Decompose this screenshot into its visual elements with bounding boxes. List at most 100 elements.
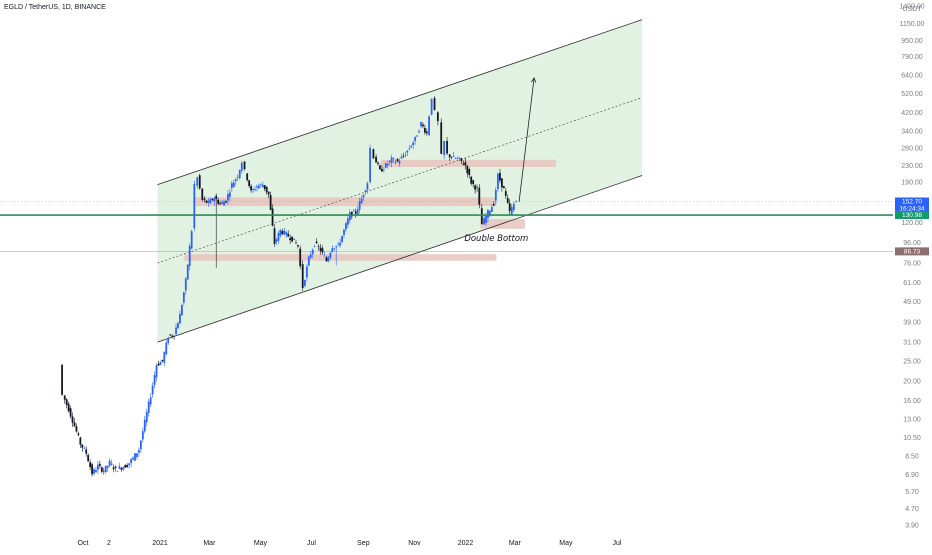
candle-body	[478, 187, 481, 205]
annotation-double-bottom: Double Bottom	[464, 234, 528, 244]
candle-body	[327, 257, 330, 262]
y-tick-label: 120.00	[901, 220, 923, 227]
y-tick-label: 950.00	[901, 38, 923, 45]
candle-body	[63, 395, 66, 400]
candle-body	[416, 135, 418, 137]
candle-body	[362, 194, 365, 198]
candle-body	[408, 148, 411, 150]
candle-body	[356, 209, 359, 215]
candle-body	[114, 466, 117, 468]
x-tick-label: 2021	[152, 540, 168, 547]
candle-body	[492, 204, 495, 206]
candle-body	[506, 197, 509, 203]
y-tick-label: 420.00	[901, 110, 923, 117]
candle-body	[323, 255, 326, 257]
candle-body	[246, 173, 249, 181]
candle-body	[179, 314, 181, 324]
support-price-tag	[895, 211, 929, 220]
candle-body	[307, 256, 310, 266]
candle-body	[136, 453, 138, 457]
projection-arrow-head	[531, 77, 537, 83]
candle-body	[321, 248, 324, 253]
candle-body	[366, 183, 369, 190]
support-price-tag-text: 130.98	[902, 212, 922, 219]
candle-body	[360, 198, 363, 204]
candle-body	[221, 202, 223, 204]
candle-body	[329, 252, 332, 258]
candle-body	[143, 419, 146, 432]
candle-body	[436, 112, 439, 122]
candle-body	[85, 449, 88, 454]
x-tick-label: 2	[107, 540, 111, 547]
y-tick-label: 76.00	[903, 261, 921, 268]
candle-body	[283, 230, 286, 235]
symbol-title: EGLD / TetherUS, 1D, BINANCE	[4, 4, 106, 11]
x-tick-label: May	[559, 540, 573, 547]
candle-body	[345, 223, 347, 230]
candle-body	[382, 169, 385, 171]
candle-body	[423, 127, 426, 133]
y-tick-label: 520.00	[901, 91, 923, 98]
candle-body	[87, 455, 90, 462]
candle-body	[402, 156, 405, 157]
candle-body	[388, 160, 391, 162]
candle-body	[69, 408, 72, 417]
candle-body	[499, 172, 501, 181]
candle-body	[381, 168, 383, 172]
candle-body	[196, 177, 199, 186]
candle-body	[489, 210, 491, 215]
candle-body	[248, 180, 251, 187]
candle-body	[149, 397, 152, 405]
candle-body	[379, 165, 381, 170]
candle-body	[474, 185, 477, 190]
channel-lower-line	[157, 175, 643, 343]
candle-body	[273, 228, 276, 244]
candle-body	[452, 155, 455, 157]
candle-body	[134, 453, 136, 461]
candle-body	[275, 239, 278, 242]
candle-body	[171, 335, 174, 337]
x-tick-label: 2022	[458, 540, 474, 547]
candle-body	[252, 189, 254, 190]
candle-body	[106, 465, 109, 468]
x-tick-label: Mar	[509, 540, 522, 547]
candle-body	[258, 185, 260, 189]
candle-body	[198, 175, 201, 189]
candle-body	[190, 231, 193, 249]
candle-body	[392, 158, 395, 159]
candle-body	[157, 363, 160, 366]
candle-body	[483, 218, 485, 225]
candle-body	[159, 362, 162, 366]
candle-body	[263, 185, 266, 190]
candle-body	[138, 449, 140, 453]
candle-body	[230, 183, 233, 188]
candle-body	[151, 385, 154, 395]
y-tick-label: 1150.00	[900, 21, 925, 28]
candle-body	[236, 177, 239, 179]
candle-body	[384, 163, 387, 168]
candle-body	[97, 464, 99, 470]
candle-body	[219, 203, 222, 205]
candle-body	[232, 182, 235, 188]
candle-body	[311, 249, 314, 255]
y-tick-label: 5.70	[905, 489, 919, 496]
candle-body	[354, 211, 357, 214]
x-tick-label: Jul	[613, 540, 622, 547]
candle-body	[369, 147, 371, 182]
candle-body	[100, 467, 103, 472]
y-tick-label: 640.00	[901, 73, 923, 80]
candle-body	[364, 190, 367, 193]
x-tick-label: Nov	[408, 540, 421, 547]
candle-body	[497, 173, 499, 190]
low-level-tag-text: 86.73	[904, 248, 921, 255]
x-tick-label: Mar	[203, 540, 216, 547]
y-tick-label: 25.00	[903, 359, 921, 366]
y-tick-label: 49.00	[903, 299, 921, 306]
candle-body	[309, 254, 312, 258]
candle-body	[79, 437, 82, 445]
candle-body	[71, 416, 74, 423]
candle-body	[341, 235, 343, 243]
candle-body	[485, 215, 487, 223]
candle-body	[350, 211, 353, 217]
